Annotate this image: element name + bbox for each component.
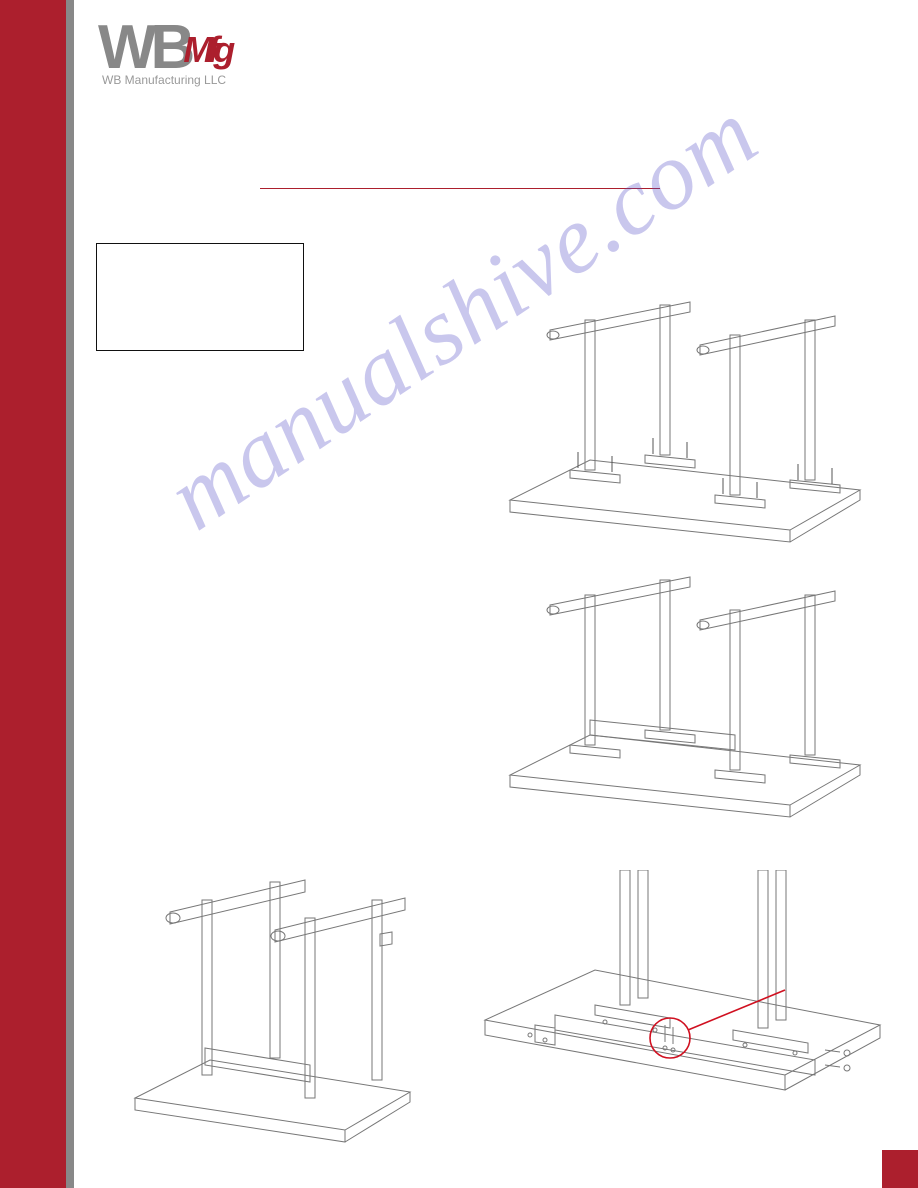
page-number-tab: [882, 1150, 918, 1188]
fig-mid-legs-brace: [490, 575, 870, 835]
logo-suffix: Mfg: [183, 29, 229, 70]
left-red-bar: [0, 0, 66, 1188]
title-underline: [260, 188, 660, 189]
logo-subtitle: WB Manufacturing LLC: [102, 73, 229, 87]
fig-top-legs-bolts: [490, 300, 870, 560]
logo-mark: WBMfg: [98, 22, 229, 75]
fig-left-legs-brace: [110, 870, 430, 1170]
callout-box: [96, 243, 304, 351]
logo-letter-w: W: [98, 13, 151, 82]
left-gray-bar: [66, 0, 74, 1188]
logo: WBMfg WB Manufacturing LLC: [98, 22, 229, 87]
fig-right-close-up: [475, 870, 885, 1130]
